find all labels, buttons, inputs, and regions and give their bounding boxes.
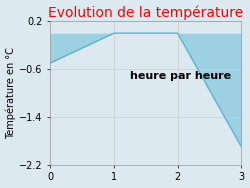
Text: heure par heure: heure par heure (130, 71, 231, 81)
Title: Evolution de la température: Evolution de la température (48, 6, 243, 20)
Y-axis label: Température en °C: Température en °C (6, 47, 16, 139)
